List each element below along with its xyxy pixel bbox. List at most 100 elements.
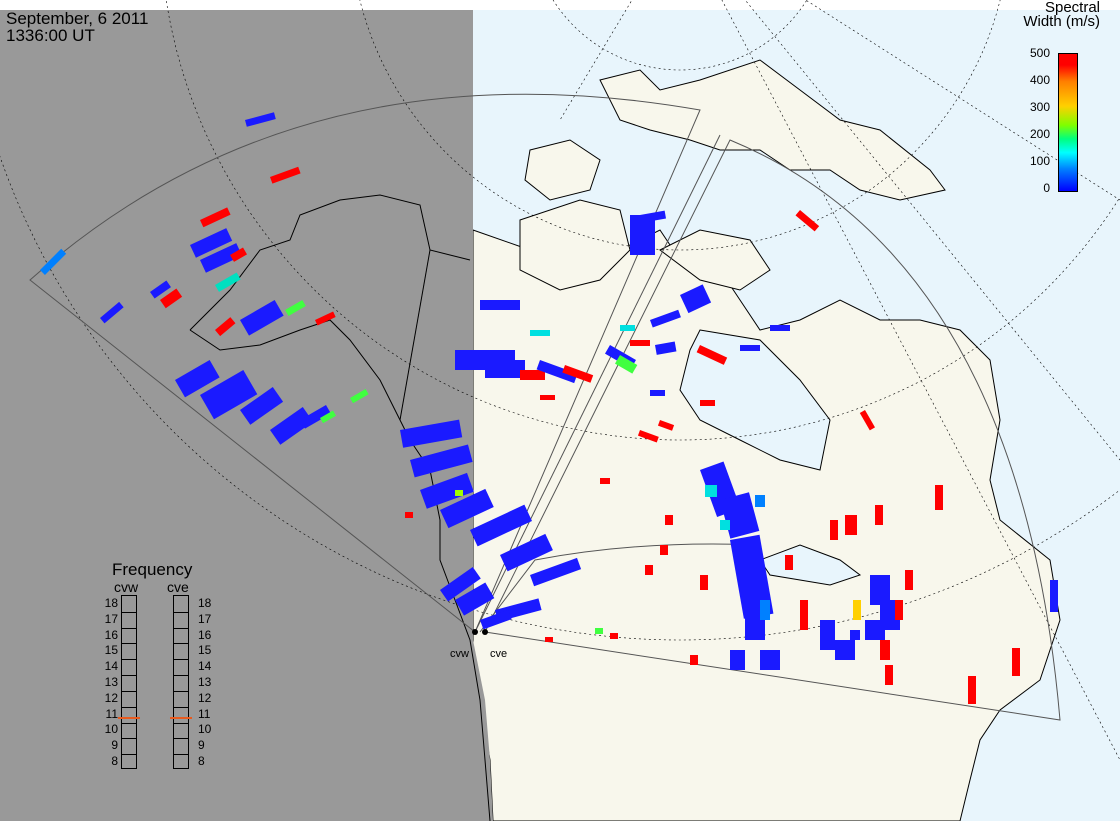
colorbar — [1058, 53, 1078, 192]
scatter-cell — [870, 575, 890, 605]
scatter-cell — [660, 545, 668, 555]
scatter-cell — [530, 330, 550, 336]
frequency-tick: 13 — [104, 675, 118, 689]
scatter-cell — [190, 228, 233, 258]
frequency-tick: 11 — [105, 706, 118, 721]
scatter-cell — [640, 210, 667, 223]
frequency-tick: 11 — [198, 706, 211, 721]
scatter-cell — [1012, 648, 1020, 676]
scatter-cell — [720, 520, 730, 530]
frequency-tick: 12 — [104, 690, 118, 705]
radar-fov — [29, 93, 1061, 721]
scatter-cell — [657, 420, 675, 431]
scatter-cell — [620, 325, 635, 331]
frequency-col-cve: cve — [167, 579, 189, 595]
frequency-scale-cvw — [121, 595, 137, 769]
scatter-cell — [400, 419, 463, 448]
land-masses — [472, 59, 1061, 821]
scatter-cell — [285, 300, 306, 317]
scatter-cell — [562, 365, 594, 383]
scatter-cell — [420, 472, 474, 509]
scatter-cell — [174, 360, 220, 398]
frequency-indicator-cve — [170, 717, 192, 720]
scatter-cell — [320, 410, 336, 424]
scatter-cell — [199, 370, 258, 420]
scatter-cell — [520, 370, 545, 380]
frequency-tick: 15 — [198, 643, 212, 658]
colorbar-title-line2: Width (m/s) — [1023, 13, 1100, 30]
scatter-cell — [614, 355, 638, 374]
scatter-cell — [270, 166, 301, 184]
scatter-cell — [795, 209, 820, 232]
scatter-cell — [536, 359, 578, 384]
scatter-cell — [315, 311, 336, 326]
colorbar-tick: 500 — [1029, 46, 1050, 60]
time-label: 1336:00 UT — [6, 26, 95, 45]
scatter-cell — [540, 395, 555, 400]
scatter-cell — [299, 405, 331, 429]
scatter-cell — [880, 640, 890, 660]
frequency-tick: 14 — [198, 659, 212, 674]
scatter-cell — [499, 533, 553, 572]
scatter-cell — [705, 485, 717, 497]
scatter-cell — [853, 600, 861, 620]
colorbar-tick: 100 — [1029, 154, 1050, 168]
scatter-cell — [745, 580, 765, 640]
scatter-cell — [850, 630, 860, 640]
colorbar-tick: 0 — [1043, 181, 1050, 195]
scatter-cell — [650, 309, 681, 328]
hudson-bay — [679, 329, 831, 471]
scatter-cell — [630, 340, 650, 346]
scatter-cell — [600, 478, 610, 484]
frequency-scale-cve — [173, 595, 189, 769]
scatter-cell — [665, 515, 673, 525]
scatter-cell — [645, 565, 653, 575]
scatter-cell — [895, 600, 903, 620]
frequency-tick: 18 — [104, 595, 118, 610]
night-shade — [0, 10, 473, 821]
scatter-cell — [835, 640, 855, 660]
scatter-cell — [455, 490, 463, 496]
scatter-layer — [40, 112, 1058, 704]
scatter-cell — [455, 582, 495, 616]
scatter-cell — [480, 300, 520, 310]
scatter-cell — [690, 655, 698, 665]
scatter-cell — [755, 495, 765, 507]
frequency-tick: 14 — [104, 659, 118, 674]
scatter-cell — [200, 207, 231, 228]
station-label-cvw: cvw — [450, 648, 469, 660]
scatter-cell — [160, 288, 183, 309]
colorbar-tick: 200 — [1029, 127, 1050, 141]
frequency-tick: 15 — [104, 643, 118, 658]
frequency-tick: 12 — [198, 690, 212, 705]
scatter-cell — [700, 575, 708, 590]
colorbar-tick: 400 — [1029, 73, 1050, 87]
frequency-tick: 8 — [198, 754, 205, 769]
scatter-cell — [410, 444, 473, 478]
frequency-tick: 9 — [111, 738, 118, 753]
scatter-cell — [637, 429, 659, 443]
scatter-cell — [480, 609, 512, 630]
scatter-cell — [214, 272, 241, 292]
scatter-cell — [150, 280, 171, 299]
scatter-cell — [650, 390, 665, 396]
frequency-title: Frequency — [112, 560, 193, 579]
frequency-tick: 8 — [111, 754, 118, 769]
scatter-cell — [875, 505, 883, 525]
scatter-cell — [1050, 580, 1058, 612]
frequency-tick: 17 — [104, 611, 118, 626]
frequency-tick: 10 — [198, 722, 212, 737]
scatter-cell — [40, 248, 67, 275]
scatter-cell — [440, 567, 481, 602]
scatter-cell — [405, 512, 413, 518]
radar-site-cvw — [472, 629, 478, 635]
scatter-cell — [239, 300, 284, 336]
scatter-cell — [350, 389, 369, 404]
frequency-tick: 18 — [198, 595, 212, 610]
scatter-cell — [595, 628, 603, 634]
colorbar-tick: 300 — [1029, 100, 1050, 114]
scatter-cell — [885, 665, 893, 685]
scatter-cell — [99, 301, 124, 324]
frequency-tick: 13 — [198, 675, 212, 689]
